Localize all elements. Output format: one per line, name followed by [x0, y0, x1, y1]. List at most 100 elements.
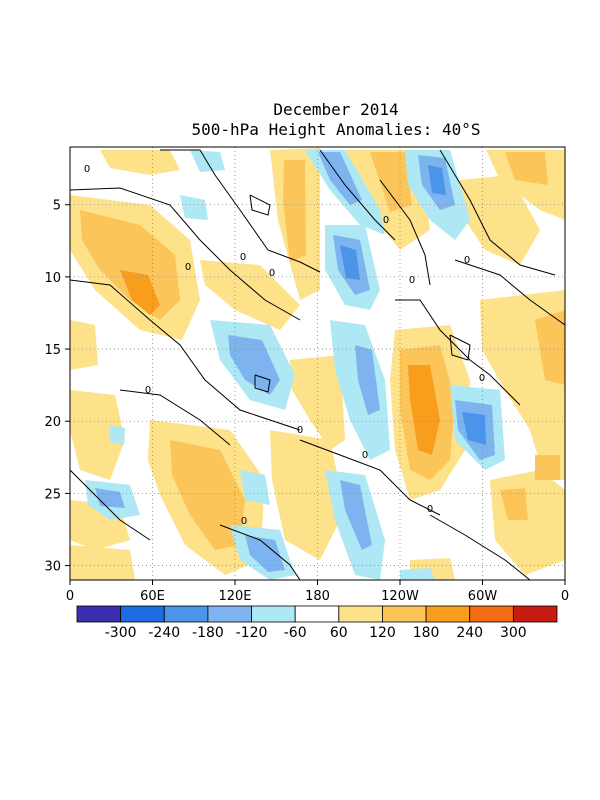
anomaly-region-38 — [355, 345, 380, 415]
contour-label-8: 0 — [297, 425, 303, 436]
contour-label-6: 0 — [464, 255, 470, 266]
colorbar-swatch-4 — [251, 605, 296, 623]
colorbar-swatch-0 — [76, 605, 122, 623]
anomaly-region-33 — [428, 165, 446, 195]
y-tick-label-5: 30 — [44, 560, 61, 575]
anomaly-region-52 — [240, 470, 270, 505]
contour-label-2: 0 — [240, 252, 246, 263]
anomaly-region-11 — [200, 260, 300, 330]
anomaly-region-6 — [505, 152, 548, 185]
x-tick-label-6: 0 — [561, 589, 569, 604]
zero-contour-4 — [319, 149, 396, 241]
zero-contour-14 — [254, 374, 271, 393]
anomaly-region-16 — [535, 310, 565, 385]
colorbar-label-5: 60 — [330, 625, 348, 641]
anomaly-field — [70, 148, 565, 580]
zero-contour-9 — [299, 439, 441, 516]
anomaly-region-36 — [340, 245, 360, 280]
zero-contour-15 — [449, 334, 471, 361]
anomaly-region-1 — [283, 160, 306, 262]
anomaly-region-9 — [120, 270, 160, 315]
anomaly-region-47 — [245, 535, 285, 572]
x-tick-label-0: 0 — [66, 589, 74, 604]
colorbar-label-0: -300 — [105, 625, 137, 641]
anomaly-region-19 — [170, 440, 245, 550]
colorbar-swatch-7 — [382, 605, 427, 623]
colorbar-swatch-5 — [294, 605, 340, 623]
anomaly-region-53 — [400, 568, 435, 580]
anomaly-region-48 — [190, 150, 225, 172]
x-tick-label-4: 120W — [381, 589, 419, 604]
y-axis-ticks: 5 10 15 20 25 30 — [44, 199, 70, 575]
zero-contour-12 — [429, 514, 531, 580]
contour-label-5: 0 — [409, 275, 415, 286]
chart-subtitle: 500-hPa Height Anomalies: 40°S — [192, 120, 481, 139]
colorbar-label-3: -120 — [236, 625, 268, 641]
colorbar-swatch-3 — [207, 605, 252, 623]
colorbar-label-7: 180 — [413, 625, 440, 641]
contour-label-9: 0 — [362, 450, 368, 461]
anomaly-region-17 — [290, 355, 345, 450]
anomaly-region-37 — [330, 320, 390, 460]
colorbar-swatch-6 — [338, 605, 383, 623]
zero-contour-3 — [160, 149, 321, 273]
anomaly-region-20 — [270, 430, 345, 560]
zero-contour-2 — [119, 389, 231, 446]
contour-label-12: 0 — [241, 516, 247, 527]
zero-contour-11 — [219, 524, 301, 580]
colorbar: -300 -240 -180 -120 -60 60 120 180 240 300 — [76, 605, 558, 641]
contour-label-3: 0 — [185, 262, 191, 273]
colorbar-swatch-1 — [120, 605, 165, 623]
zero-contour-5 — [439, 149, 556, 276]
anomaly-region-21 — [70, 390, 125, 480]
anomaly-region-43 — [462, 412, 486, 445]
anomaly-region-45 — [340, 480, 372, 550]
colorbar-label-6: 120 — [369, 625, 396, 641]
grid-lines — [70, 147, 565, 580]
y-tick-label-3: 20 — [44, 415, 61, 430]
anomaly-region-14 — [408, 365, 440, 455]
x-tick-label-5: 60W — [468, 589, 498, 604]
y-tick-label-1: 10 — [44, 271, 61, 286]
contour-label-11: 0 — [427, 504, 433, 515]
anomaly-region-49 — [180, 195, 208, 220]
chart-title: December 2014 — [273, 100, 398, 119]
colorbar-swatch-2 — [163, 605, 209, 623]
colorbar-label-9: 300 — [500, 625, 527, 641]
x-tick-label-3: 180 — [305, 589, 330, 604]
contour-label-4: 0 — [269, 268, 275, 279]
anomaly-region-3 — [370, 152, 412, 212]
zero-contour-10 — [70, 469, 151, 541]
y-tick-label-2: 15 — [44, 343, 61, 358]
anomaly-region-10 — [100, 150, 180, 175]
anomaly-region-28 — [535, 455, 560, 480]
zero-contour-6 — [379, 179, 431, 286]
x-tick-label-1: 60E — [140, 589, 165, 604]
contour-label-1: 0 — [383, 215, 389, 226]
zero-contour-1 — [70, 279, 301, 431]
contour-label-0: 0 — [84, 164, 90, 175]
zero-contour-7 — [395, 299, 521, 406]
anomaly-region-23 — [490, 470, 565, 575]
colorbar-swatch-10 — [512, 605, 558, 623]
colorbar-swatch-9 — [469, 605, 514, 623]
anomaly-region-24 — [500, 488, 528, 520]
anomaly-region-54 — [110, 425, 125, 445]
x-tick-label-2: 120E — [218, 589, 251, 604]
colorbar-label-8: 240 — [456, 625, 483, 641]
colorbar-label-2: -180 — [192, 625, 224, 641]
zero-contour-0 — [70, 187, 301, 321]
zero-contour-13 — [249, 194, 271, 216]
zero-contours: 0 0 0 0 0 0 0 0 0 0 0 0 0 — [70, 149, 565, 580]
zero-contour-8 — [454, 259, 565, 326]
anomaly-region-4 — [460, 175, 540, 265]
contour-label-10: 0 — [479, 373, 485, 384]
anomaly-region-27 — [70, 320, 98, 370]
colorbar-label-4: -60 — [284, 625, 307, 641]
y-tick-label-4: 25 — [44, 487, 61, 502]
colorbar-label-1: -240 — [148, 625, 180, 641]
x-axis-ticks: 0 60E 120E 180 120W 60W 0 — [66, 580, 569, 604]
contour-label-7: 0 — [145, 385, 151, 396]
y-tick-label-0: 5 — [53, 199, 61, 214]
